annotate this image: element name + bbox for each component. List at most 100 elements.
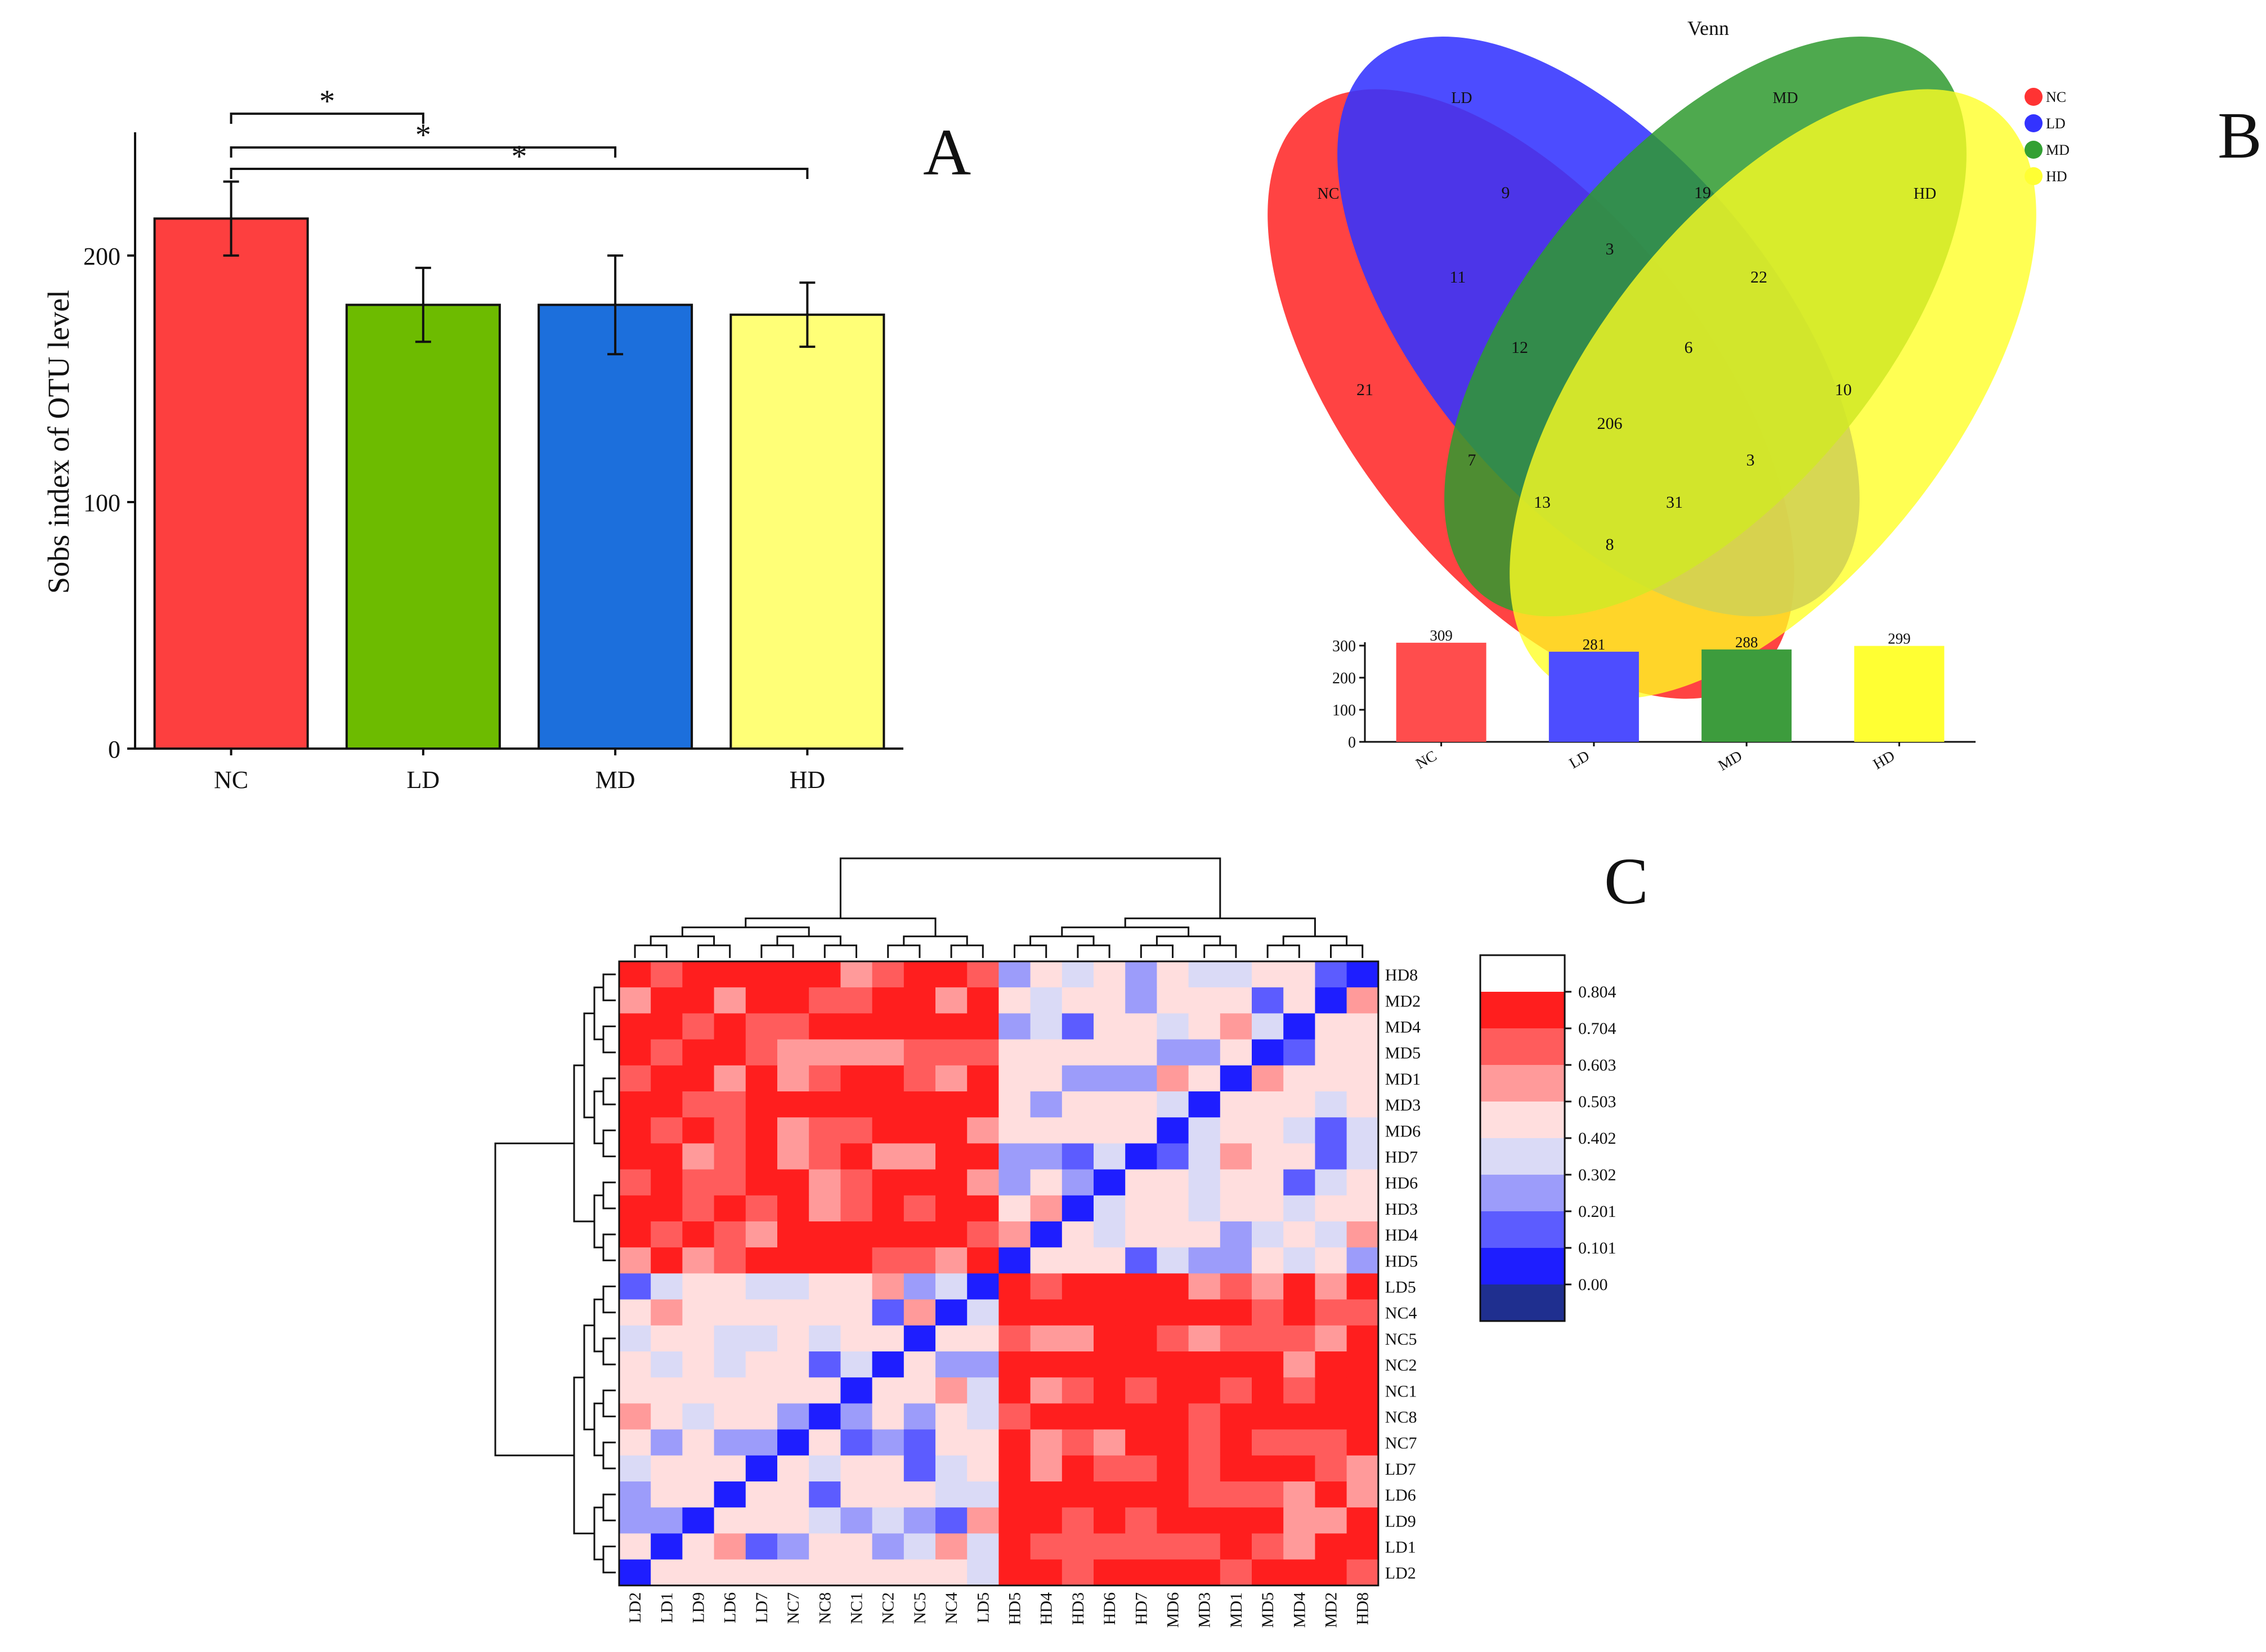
heatmap-cell xyxy=(967,1221,999,1248)
heatmap-cell xyxy=(651,1117,683,1144)
heatmap-cell xyxy=(1283,1351,1315,1378)
heatmap-cell xyxy=(840,987,873,1014)
heatmap-cell xyxy=(1062,1481,1094,1508)
heatmap-cell xyxy=(903,1273,936,1300)
heatmap-cell xyxy=(809,1377,841,1404)
heatmap-cell xyxy=(1030,1091,1063,1118)
heatmap-cell xyxy=(745,1299,778,1326)
heatmap-cell xyxy=(872,1559,904,1586)
heatmap-cell xyxy=(714,1507,746,1534)
venn-region-nc-hd: 8 xyxy=(1606,535,1614,554)
heatmap-top-dendrogram-link xyxy=(1330,944,1364,958)
heatmap-cell xyxy=(1157,1013,1189,1040)
heatmap-cell xyxy=(1062,1507,1094,1534)
heatmap-cell xyxy=(1188,1013,1221,1040)
heatmap-top-dendrogram-link xyxy=(697,944,731,958)
heatmap-row-label: HD7 xyxy=(1385,1148,1418,1167)
heatmap-cell xyxy=(1030,1455,1063,1482)
heatmap-cell xyxy=(1125,1455,1157,1482)
heatmap-cell xyxy=(714,1403,746,1430)
venn-region-ld-hd: 3 xyxy=(1746,451,1755,469)
heatmap-cell xyxy=(1283,1325,1315,1352)
heatmap-cell xyxy=(872,1377,904,1404)
heatmap-cell xyxy=(651,1455,683,1482)
heatmap-cell xyxy=(1283,1117,1315,1144)
venn-region-ld: 9 xyxy=(1502,183,1510,202)
heatmap-column-label: NC8 xyxy=(816,1592,834,1624)
heatmap-cell xyxy=(1283,1065,1315,1092)
venn-region-ld-md-hd: 6 xyxy=(1685,338,1693,357)
heatmap-cell xyxy=(745,1065,778,1092)
heatmap-cell xyxy=(619,1533,651,1560)
heatmap-cell xyxy=(1346,1117,1379,1144)
heatmap-cell xyxy=(872,1481,904,1508)
heatmap-cell xyxy=(903,1195,936,1222)
heatmap-cell xyxy=(1030,987,1063,1014)
heatmap-legend-swatch xyxy=(1480,955,1565,992)
panel-a-bar-md xyxy=(538,303,693,750)
heatmap-cell xyxy=(651,1403,683,1430)
panel-a-significance-bracket xyxy=(230,113,424,124)
heatmap-cell xyxy=(682,1247,715,1274)
heatmap-cell xyxy=(1346,1273,1379,1300)
heatmap-cell xyxy=(1283,961,1315,988)
heatmap-cell xyxy=(1346,1507,1379,1534)
heatmap-cell xyxy=(745,1533,778,1560)
heatmap-cell xyxy=(1252,1325,1284,1352)
heatmap-cell xyxy=(872,1221,904,1248)
heatmap-cell xyxy=(651,987,683,1014)
heatmap-cell xyxy=(1157,1507,1189,1534)
heatmap-cell xyxy=(872,1065,904,1092)
venn-total-bar-nc xyxy=(1396,642,1486,742)
venn-legend-label-nc: NC xyxy=(2046,89,2066,105)
heatmap-cell xyxy=(935,1065,968,1092)
heatmap-cell xyxy=(935,1455,968,1482)
heatmap-left-dendrogram-root xyxy=(494,1142,574,1457)
heatmap-cells xyxy=(618,960,1380,1587)
heatmap-cell xyxy=(619,1065,651,1092)
heatmap-cell xyxy=(1315,1169,1347,1196)
heatmap-cell xyxy=(682,1091,715,1118)
heatmap-cell xyxy=(1188,1091,1221,1118)
heatmap-cell xyxy=(619,1117,651,1144)
venn-region-ld-md: 3 xyxy=(1606,240,1614,258)
heatmap-cell xyxy=(1030,1429,1063,1456)
heatmap-row-label: LD5 xyxy=(1385,1278,1416,1297)
heatmap-cell xyxy=(903,1377,936,1404)
heatmap-cell xyxy=(1220,1013,1252,1040)
heatmap-cell xyxy=(1188,1195,1221,1222)
panel-b-label: B xyxy=(2218,99,2262,172)
heatmap-cell xyxy=(1030,1533,1063,1560)
heatmap-cell xyxy=(777,1143,809,1170)
heatmap-cell xyxy=(1030,1065,1063,1092)
heatmap-cell xyxy=(1094,1195,1126,1222)
heatmap-cell xyxy=(840,1429,873,1456)
heatmap-cell xyxy=(872,1507,904,1534)
heatmap-cell xyxy=(651,1195,683,1222)
heatmap-cell xyxy=(1125,1247,1157,1274)
heatmap-cell xyxy=(714,1559,746,1586)
heatmap-cell xyxy=(1283,1039,1315,1066)
venn-region-nc-ld-hd: 31 xyxy=(1666,493,1683,512)
heatmap-cell xyxy=(967,1507,999,1534)
heatmap-cell xyxy=(998,1429,1031,1456)
heatmap-cell xyxy=(1188,1403,1221,1430)
panel-c-label: C xyxy=(1604,844,1649,918)
panel-a-x-tick-label: LD xyxy=(407,766,440,794)
heatmap-cell xyxy=(998,1455,1031,1482)
heatmap-cell xyxy=(1220,1507,1252,1534)
heatmap-cell xyxy=(1252,1273,1284,1300)
heatmap-column-label: HD6 xyxy=(1100,1592,1119,1625)
heatmap-cell xyxy=(1094,1455,1126,1482)
heatmap-cell xyxy=(714,1325,746,1352)
heatmap-cell xyxy=(1062,1325,1094,1352)
heatmap-cell xyxy=(872,1143,904,1170)
heatmap-cell xyxy=(1252,1065,1284,1092)
heatmap-cell xyxy=(998,1247,1031,1274)
heatmap-cell xyxy=(840,1325,873,1352)
heatmap-column-label: HD8 xyxy=(1354,1592,1372,1625)
heatmap-cell xyxy=(998,1013,1031,1040)
heatmap-cell xyxy=(714,987,746,1014)
heatmap-cell xyxy=(1125,1403,1157,1430)
